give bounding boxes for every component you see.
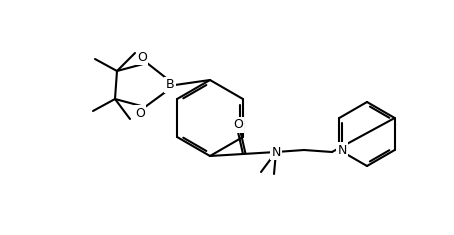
Text: O: O (135, 106, 145, 120)
Text: O: O (233, 118, 243, 132)
Text: B: B (166, 78, 174, 91)
Text: N: N (271, 145, 281, 158)
Text: O: O (137, 51, 147, 63)
Text: N: N (338, 144, 347, 157)
